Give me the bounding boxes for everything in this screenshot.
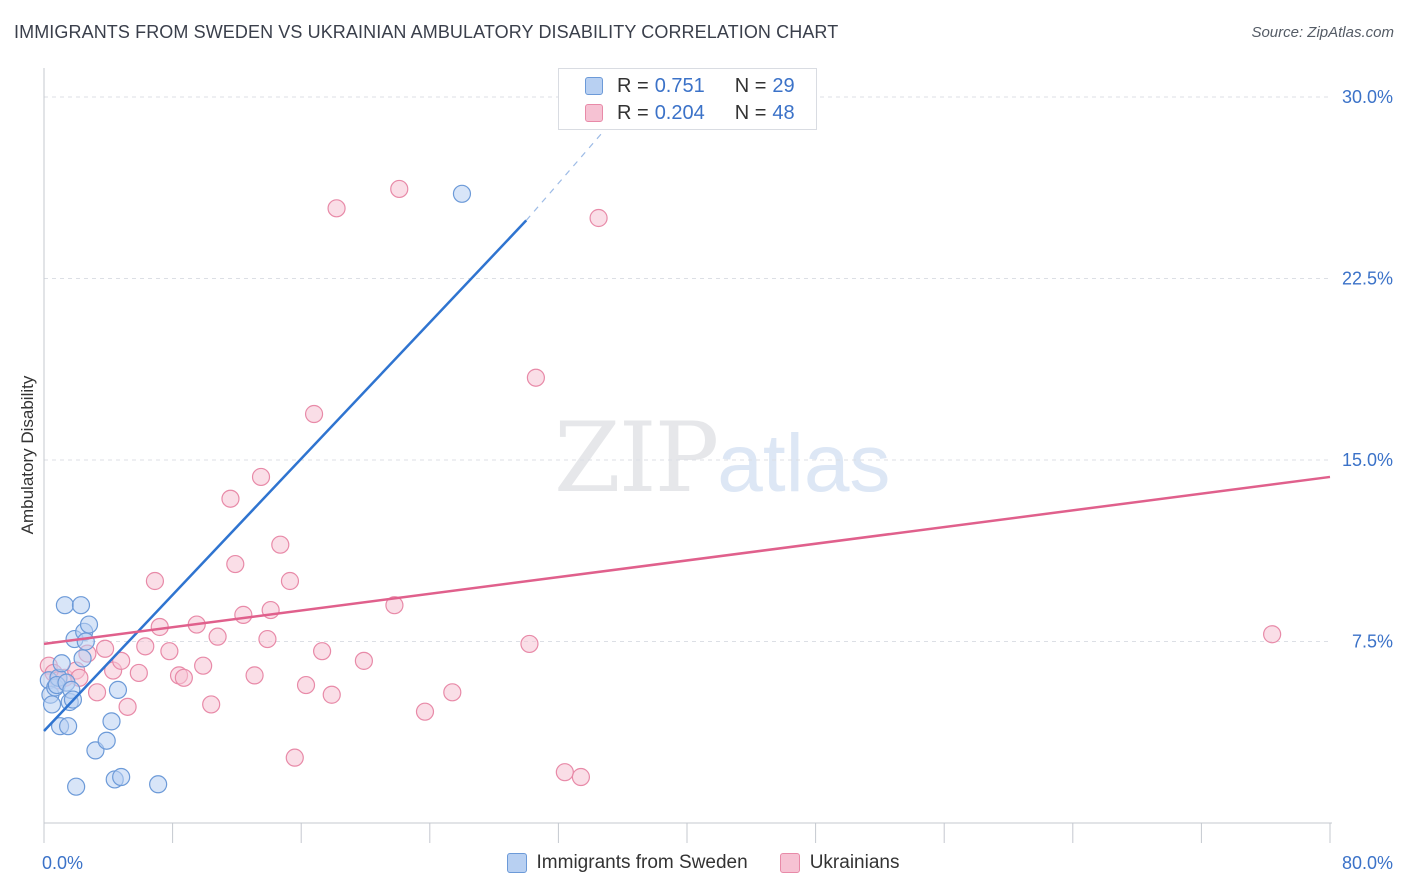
sweden-point (52, 654, 71, 673)
sweden-point (97, 731, 116, 750)
sweden-point (76, 632, 95, 651)
y-tick-label: 15.0% (1342, 450, 1393, 470)
ukrainian-point (589, 208, 608, 228)
y-tick-label: 30.0% (1342, 87, 1393, 107)
ukrainian-point (251, 467, 271, 487)
series-legend-sweden: Immigrants from Sweden (506, 852, 748, 874)
ukrainian-point (112, 651, 131, 670)
ukrainian-point (234, 605, 253, 624)
ukrainian-point (160, 642, 179, 661)
series-legend-ukrainians: Ukrainians (779, 852, 900, 874)
ukrainian-point (202, 695, 221, 714)
x-tick-label: 0.0% (42, 853, 83, 873)
ukrainian-point (327, 199, 346, 218)
legend-r-value: 0.204 (654, 101, 705, 124)
source-label: Source: ZipAtlas.com (1251, 24, 1394, 41)
ukrainian-point (87, 683, 107, 702)
sweden-point (67, 777, 86, 796)
ukrainian-point (285, 748, 304, 767)
ukrainian-trend-line (43, 475, 1331, 646)
ukrainian-point (136, 637, 155, 656)
series-swatch-ukrainians (779, 853, 800, 873)
legend-row-ukrainians: R = 0.204 N = 48 (585, 100, 795, 126)
ukrainian-point (354, 651, 373, 670)
sweden-point (73, 649, 92, 668)
sweden-point (108, 680, 128, 700)
legend-swatch-sweden (585, 77, 603, 95)
ukrainian-point (520, 634, 539, 654)
ukrainian-point (226, 554, 245, 574)
ukrainian-point (571, 767, 591, 787)
ukrainian-point (118, 697, 137, 716)
ukrainian-point (95, 639, 115, 658)
sweden-point (59, 717, 78, 736)
chart-title: IMMIGRANTS FROM SWEDEN VS UKRAINIAN AMBU… (14, 22, 839, 42)
sweden-point (112, 767, 131, 787)
ukrainian-point (174, 668, 193, 687)
legend-n-label: N = (734, 101, 767, 124)
stats-legend: R = 0.751 N = 29 R = 0.204 N = 48 (558, 68, 817, 130)
ukrainian-point (145, 571, 165, 591)
legend-swatch-ukrainians (585, 104, 603, 122)
sweden-point (102, 712, 121, 731)
series-name-sweden: Immigrants from Sweden (536, 852, 748, 873)
ukrainian-point (258, 629, 277, 649)
series-swatch-sweden (506, 853, 527, 873)
y-tick-label: 7.5% (1352, 632, 1393, 652)
ukrainian-point (245, 666, 264, 685)
ukrainian-point (271, 535, 290, 554)
sweden-point (452, 184, 472, 203)
series-name-ukrainians: Ukrainians (809, 852, 900, 873)
sweden-point (149, 775, 168, 794)
x-tick-label: 80.0% (1342, 853, 1393, 873)
ukrainian-point (415, 702, 435, 721)
ukrainian-point (296, 675, 316, 695)
watermark-zip: ZIP (554, 402, 719, 514)
ukrainian-point (526, 368, 545, 387)
sweden-point (42, 695, 62, 714)
legend-n-value: 29 (772, 74, 795, 97)
legend-n-label: N = (734, 74, 767, 97)
legend-row-sweden: R = 0.751 N = 29 (585, 73, 795, 99)
ukrainian-point (221, 489, 240, 508)
sweden-trend-line (43, 219, 528, 732)
watermark: ZIPatlas (554, 402, 890, 514)
legend-r-value: 0.751 (654, 74, 705, 97)
ukrainian-point (322, 685, 341, 704)
series-legend: Immigrants from Sweden Ukrainians (0, 852, 1406, 874)
ukrainian-point (312, 642, 332, 661)
ukrainian-point (1263, 625, 1282, 644)
ukrainian-point (385, 596, 404, 615)
y-tick-label: 22.5% (1342, 269, 1393, 289)
legend-r-label: R = (617, 101, 649, 124)
sweden-point (55, 596, 74, 615)
legend-r-label: R = (617, 74, 649, 97)
ukrainian-point (129, 663, 148, 683)
legend-n-value: 48 (772, 101, 795, 124)
ukrainian-point (194, 656, 213, 675)
ukrainian-point (390, 179, 409, 199)
ukrainian-point (555, 763, 574, 782)
watermark-atlas: atlas (717, 418, 891, 509)
ukrainian-point (208, 627, 227, 646)
ukrainian-point (443, 683, 462, 702)
sweden-point (79, 615, 99, 634)
sweden-point (71, 596, 91, 615)
ukrainian-point (304, 404, 324, 424)
ukrainian-point (280, 571, 300, 591)
